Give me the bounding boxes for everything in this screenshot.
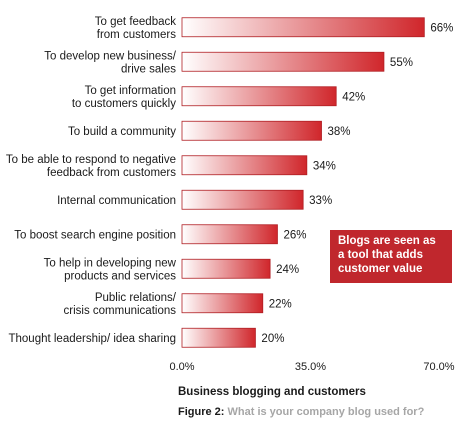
category-label: To build a community [68,126,176,138]
category-label-line: Public relations/ [95,292,177,304]
bar [181,224,278,245]
bar [181,155,308,176]
figure-question: What is your company blog used for? [227,406,425,418]
category-label-line: To get information [85,85,176,97]
category-label-line: to customers quickly [72,98,176,110]
category-label-line: drive sales [121,63,176,75]
category-label: To get feedback from customers [95,16,176,41]
category-label: To be able to respond to negative feedbac… [6,154,176,179]
value-label: 66% [430,22,453,34]
value-label: 42% [342,91,365,103]
bar [181,293,264,314]
category-label-line: from customers [97,29,176,41]
value-label: 20% [261,333,284,345]
category-label-line: products and services [64,270,176,282]
value-label: 22% [269,298,292,310]
chart-caption-title: Business blogging and customers [178,386,366,398]
bar [181,258,271,279]
category-label-line: Thought leadership/ idea sharing [8,333,176,345]
category-label-line: To develop new business/ [44,50,176,62]
x-tick-label: 70.0% [423,361,454,373]
callout-box: Blogs are seen as a tool that adds custo… [330,230,452,283]
x-tick-label: 35.0% [295,361,326,373]
figure-label: Figure 2: [178,406,225,418]
value-label: 55% [390,57,413,69]
value-label: 34% [313,160,336,172]
bar [181,120,322,141]
value-label: 38% [328,126,351,138]
category-label: To help in developing new products and se… [44,257,177,282]
bar [181,189,304,210]
category-label: To develop new business/drive sales [44,50,176,75]
category-label-line: To be able to respond to negative [6,154,176,166]
category-label: To boost search engine position [14,229,176,241]
category-label-line: To help in developing new [44,257,177,269]
category-label: Public relations/crisis communications [64,292,177,317]
category-label-line: feedback from customers [47,167,176,179]
category-label-line: Internal communication [57,195,176,207]
value-label: 24% [276,264,299,276]
category-label-line: To build a community [68,126,176,138]
x-tick-label: 0.0% [169,361,194,373]
category-label: Internal communication [57,195,176,207]
category-label: To get information to customers quickly [72,85,176,110]
category-label-line: crisis communications [64,305,177,317]
bar [181,327,256,348]
category-label-line: To boost search engine position [14,229,176,241]
bar [181,86,337,107]
bar [181,17,425,38]
category-label-line: To get feedback [95,16,176,28]
bar [181,51,385,72]
figure-caption: Figure 2: What is your company blog used… [178,406,424,418]
category-label: Thought leadership/ idea sharing [8,333,176,345]
value-label: 26% [283,229,306,241]
value-label: 33% [309,195,332,207]
bar-chart: To get feedback from customers To develop … [6,16,455,373]
